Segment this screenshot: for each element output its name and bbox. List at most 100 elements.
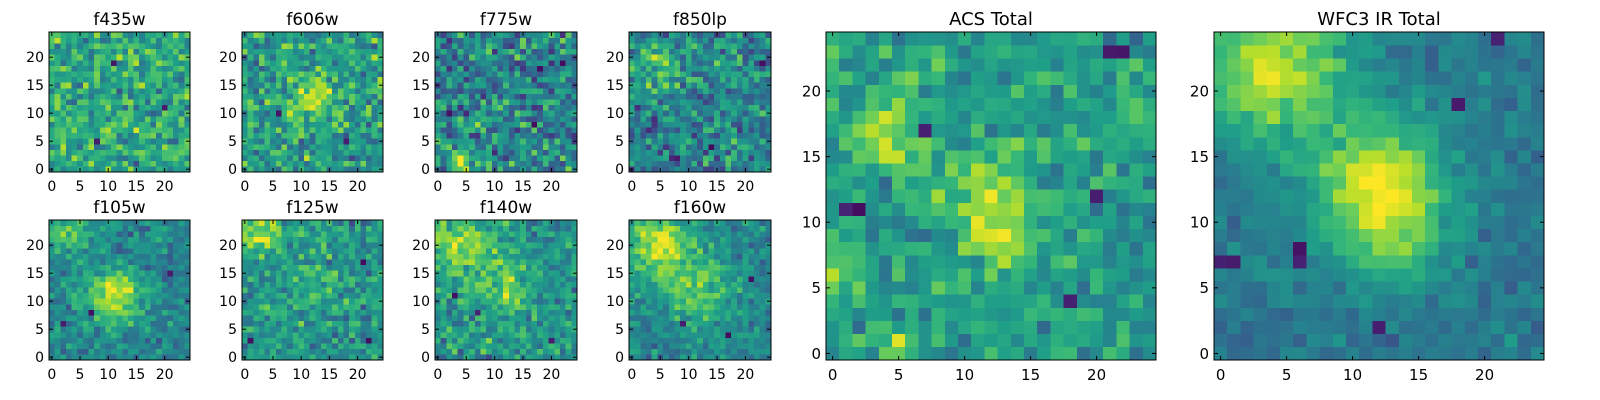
heatmap-cell [178, 231, 185, 238]
heatmap-cell [435, 281, 441, 288]
heatmap-cell [542, 348, 549, 355]
heatmap-cell [663, 281, 670, 288]
heatmap-cell [697, 309, 704, 316]
heatmap-cell [440, 220, 447, 226]
heatmap-cell [156, 292, 163, 299]
heatmap-cell [691, 315, 698, 322]
heatmap-cell [371, 343, 378, 350]
heatmap-cell [736, 127, 743, 134]
heatmap-cell [253, 298, 260, 305]
heatmap-cell [657, 43, 664, 50]
heatmap-cell [480, 326, 487, 333]
heatmap-cell [371, 348, 378, 355]
heatmap-cell [144, 270, 151, 277]
heatmap-cell [514, 320, 521, 327]
heatmap-cell [281, 225, 288, 232]
heatmap-cell [759, 149, 766, 156]
heatmap-cell [435, 88, 441, 94]
heatmap-cell [156, 104, 163, 111]
heatmap-cell [731, 298, 738, 305]
heatmap-cell [486, 48, 493, 55]
heatmap-cell [663, 104, 670, 111]
heatmap-cell [270, 276, 277, 282]
heatmap-cell [111, 281, 117, 288]
heatmap-cell [332, 166, 339, 173]
heatmap-cell [691, 132, 698, 139]
heatmap-cell [298, 304, 305, 310]
heatmap-cell [520, 253, 527, 260]
heatmap-cell [337, 144, 344, 150]
heatmap-cell [298, 270, 305, 277]
heatmap-cell [167, 242, 174, 249]
heatmap-cell [178, 88, 185, 94]
heatmap-cell [474, 127, 481, 134]
heatmap-cell [360, 104, 367, 111]
heatmap-cell [360, 298, 367, 305]
heatmap-cell [343, 155, 350, 162]
heatmap-cell [548, 270, 555, 277]
heatmap-cell [99, 354, 106, 361]
heatmap-cell [161, 231, 168, 238]
heatmap-cell [663, 320, 670, 327]
heatmap-cell [150, 48, 157, 55]
heatmap-cell [71, 82, 78, 89]
heatmap-cell [161, 292, 168, 299]
heatmap-cell [287, 82, 294, 89]
heatmap-cell [685, 343, 692, 350]
heatmap-cell [247, 332, 254, 338]
heatmap-cell [71, 155, 78, 162]
heatmap-cell [71, 116, 78, 122]
heatmap-cell [337, 160, 344, 167]
heatmap-cell [702, 99, 709, 106]
heatmap-cell [242, 60, 248, 66]
heatmap-cell [178, 332, 185, 338]
heatmap-cell [111, 348, 117, 355]
heatmap-cell [440, 315, 447, 322]
heatmap-cell [88, 127, 95, 134]
heatmap-cell [298, 43, 305, 50]
heatmap-cell [150, 287, 157, 294]
heatmap-cell [144, 287, 151, 294]
heatmap-cell [258, 149, 265, 156]
heatmap-cell [326, 264, 333, 271]
heatmap-cell [49, 121, 55, 128]
heatmap-cell [320, 132, 327, 139]
heatmap-cell [320, 343, 327, 350]
heatmap-cell [281, 121, 288, 128]
heatmap-cell [298, 76, 305, 83]
heatmap-cell [247, 248, 254, 254]
heatmap-cell [343, 88, 350, 94]
heatmap-cell [542, 160, 549, 167]
heatmap-cell [332, 149, 339, 156]
heatmap-cell [349, 270, 356, 277]
heatmap-cell [548, 348, 555, 355]
heatmap-cell [71, 354, 78, 361]
heatmap-cell [371, 242, 378, 249]
heatmap-cell [674, 270, 681, 277]
heatmap-cell [82, 60, 89, 66]
heatmap-cell [60, 138, 67, 145]
heatmap-cell [161, 242, 168, 249]
heatmap-cell [178, 32, 185, 38]
heatmap-cell [736, 104, 743, 111]
heatmap-cell [634, 354, 641, 361]
heatmap-cell [571, 155, 578, 162]
heatmap-cell [133, 82, 140, 89]
heatmap-cell [127, 54, 134, 61]
heatmap-cell [463, 343, 470, 350]
heatmap-cell [258, 32, 265, 38]
heatmap-cell [281, 326, 288, 333]
heatmap-cell [105, 292, 112, 299]
heatmap-cell [548, 343, 555, 350]
heatmap-cell [651, 127, 658, 134]
heatmap-cell [531, 287, 538, 294]
heatmap-cell [60, 88, 67, 94]
heatmap-cell [520, 82, 527, 89]
heatmap-cell [144, 304, 151, 310]
heatmap-cell [49, 149, 55, 156]
heatmap-cell [144, 138, 151, 145]
heatmap-cell [457, 138, 464, 145]
heatmap-cell [258, 337, 265, 344]
heatmap-cell [702, 37, 709, 44]
heatmap-cell [139, 32, 146, 38]
